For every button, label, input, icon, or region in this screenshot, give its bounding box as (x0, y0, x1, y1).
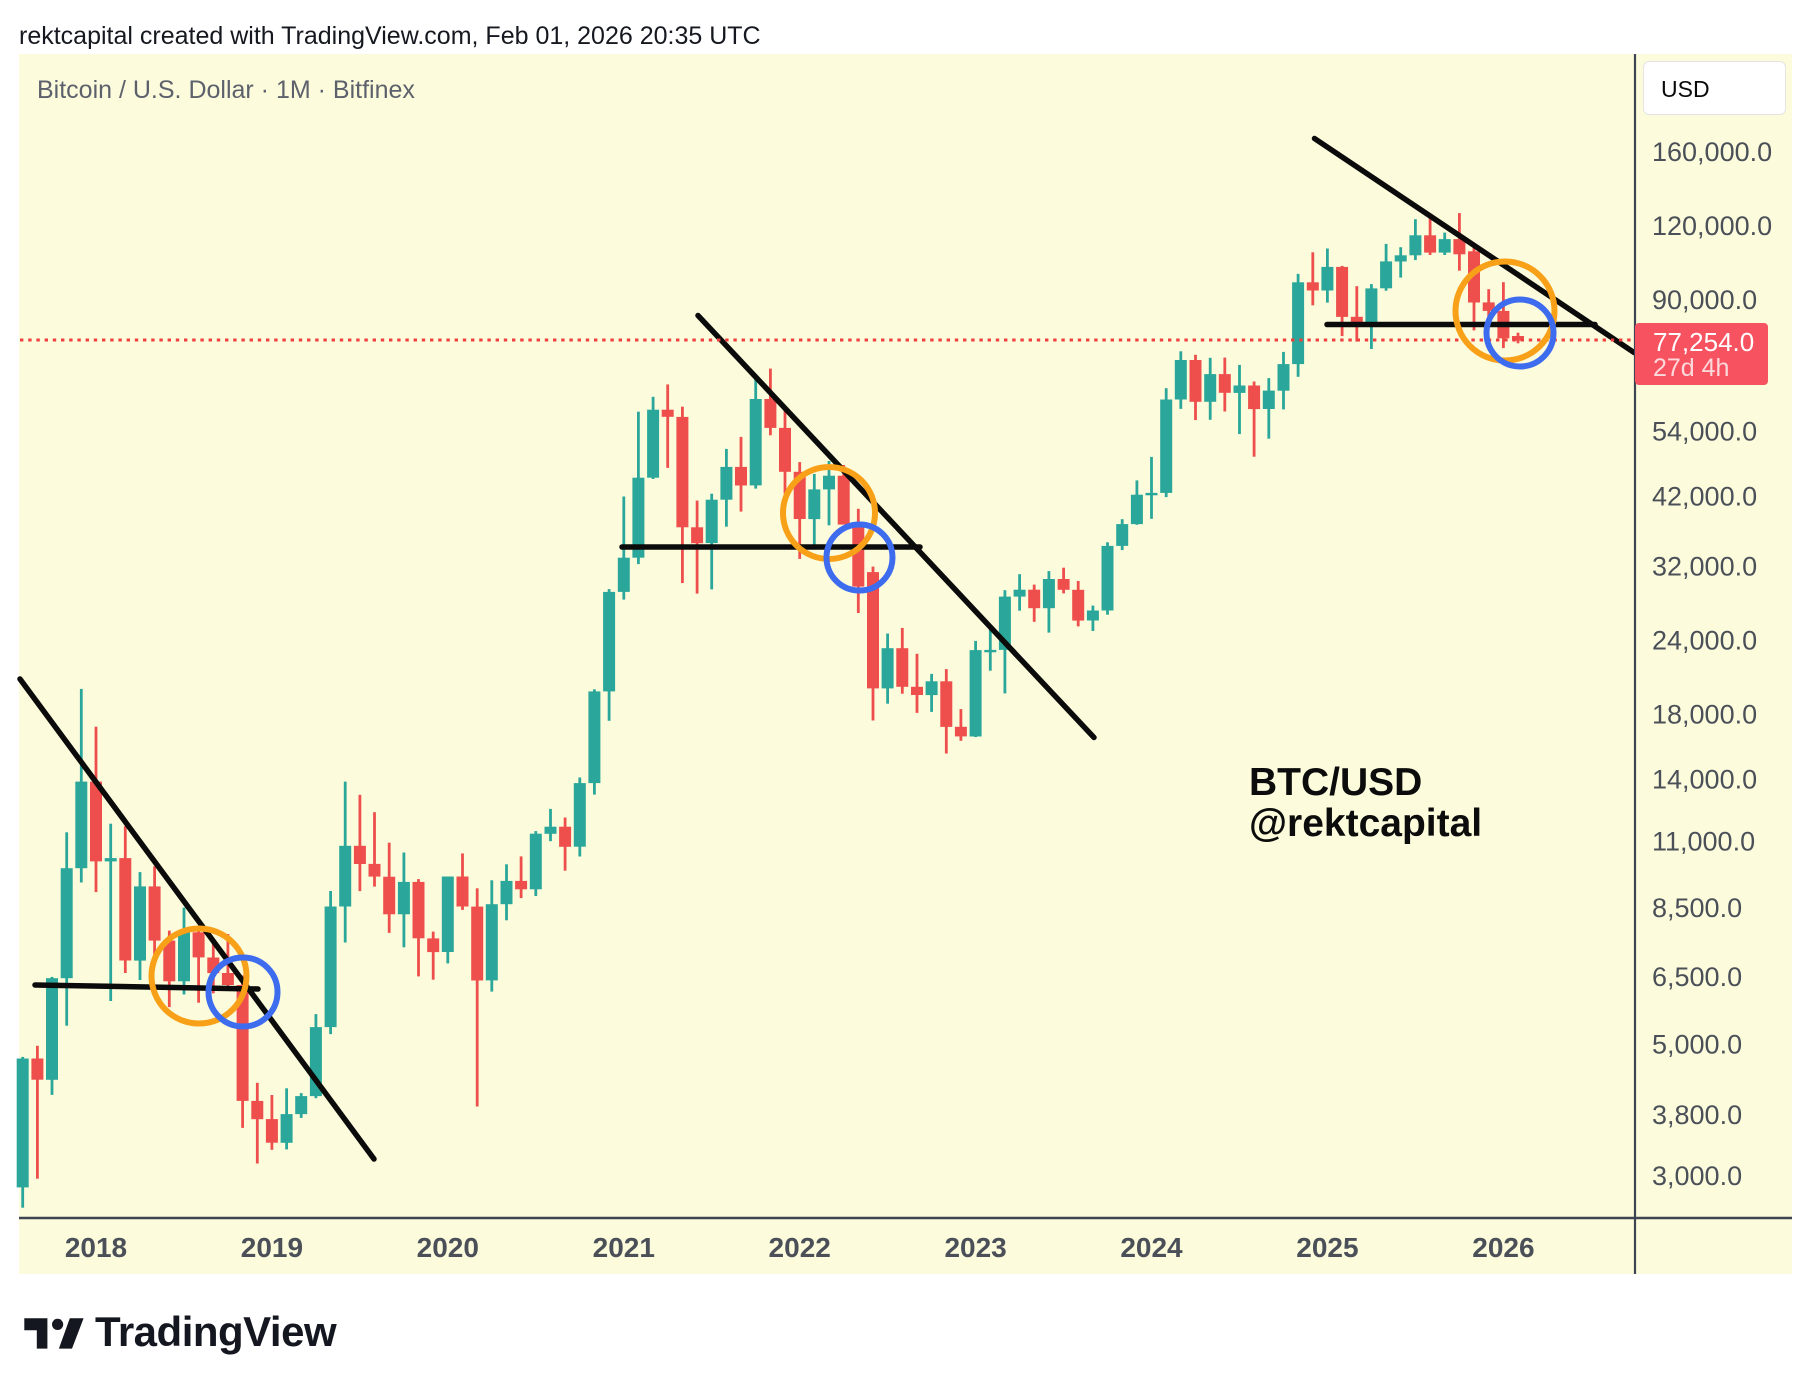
svg-text:3,000.0: 3,000.0 (1652, 1161, 1742, 1191)
svg-text:3,800.0: 3,800.0 (1652, 1100, 1742, 1130)
svg-text:32,000.0: 32,000.0 (1652, 551, 1757, 581)
svg-text:160,000.0: 160,000.0 (1652, 137, 1772, 167)
svg-text:2022: 2022 (769, 1232, 831, 1263)
svg-text:6,500.0: 6,500.0 (1652, 962, 1742, 992)
svg-text:2025: 2025 (1296, 1232, 1358, 1263)
svg-text:120,000.0: 120,000.0 (1652, 211, 1772, 241)
svg-text:54,000.0: 54,000.0 (1652, 417, 1757, 447)
svg-text:18,000.0: 18,000.0 (1652, 700, 1757, 730)
svg-text:2020: 2020 (417, 1232, 479, 1263)
svg-text:5,000.0: 5,000.0 (1652, 1030, 1742, 1060)
svg-text:2018: 2018 (65, 1232, 127, 1263)
svg-text:8,500.0: 8,500.0 (1652, 893, 1742, 923)
svg-text:2021: 2021 (593, 1232, 655, 1263)
svg-text:2023: 2023 (944, 1232, 1006, 1263)
svg-text:90,000.0: 90,000.0 (1652, 285, 1757, 315)
svg-text:11,000.0: 11,000.0 (1652, 827, 1755, 857)
svg-text:42,000.0: 42,000.0 (1652, 481, 1757, 511)
svg-text:2024: 2024 (1120, 1232, 1183, 1263)
svg-text:2026: 2026 (1472, 1232, 1534, 1263)
svg-text:24,000.0: 24,000.0 (1652, 626, 1757, 656)
svg-text:14,000.0: 14,000.0 (1652, 764, 1757, 794)
svg-text:2019: 2019 (241, 1232, 303, 1263)
